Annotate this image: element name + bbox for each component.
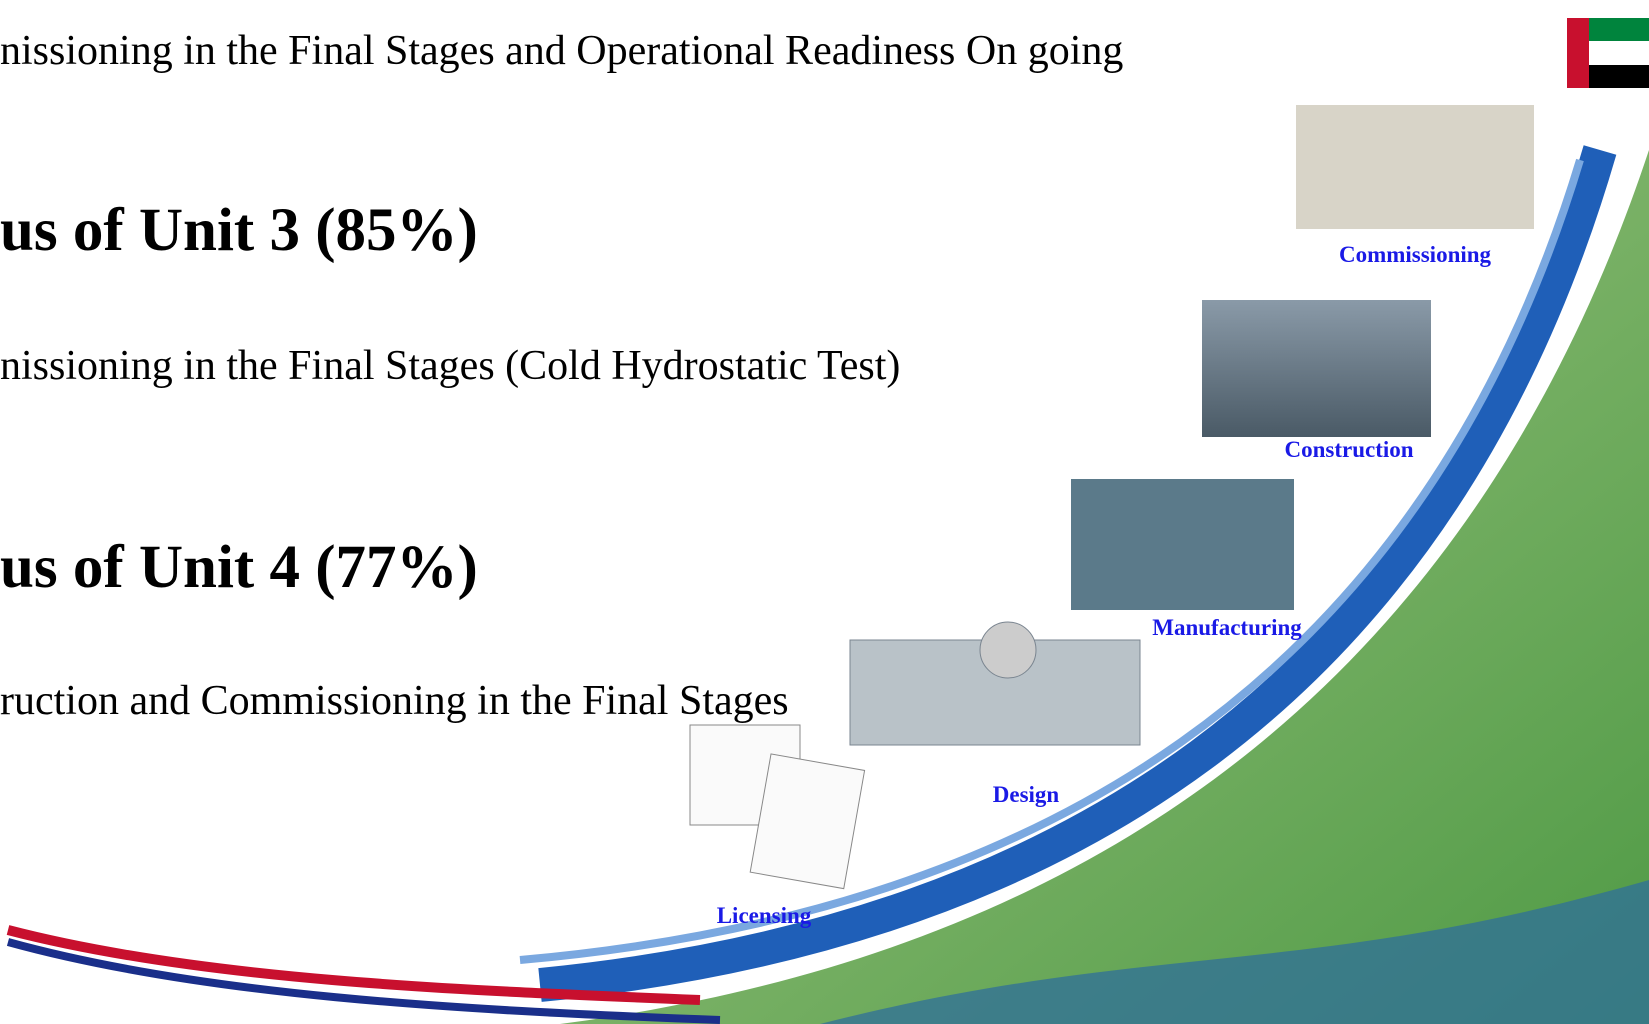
status-line: ruction and Commissioning in the Final S… [0, 680, 789, 722]
unit-heading: us of Unit 3 (85%) [0, 200, 478, 261]
slide: (() => { const data = JSON.parse(documen… [0, 0, 1649, 1024]
stage-label: Manufacturing [1152, 615, 1302, 641]
background-art [0, 0, 1649, 1024]
stage-label: Design [993, 782, 1059, 808]
stage-label: Construction [1284, 437, 1413, 463]
unit-heading: us of Unit 4 (77%) [0, 537, 478, 598]
stage-label: Commissioning [1339, 242, 1491, 268]
stage-label: Licensing [717, 903, 812, 929]
status-line: nissioning in the Final Stages (Cold Hyd… [0, 345, 900, 387]
status-line: nissioning in the Final Stages and Opera… [0, 30, 1123, 72]
